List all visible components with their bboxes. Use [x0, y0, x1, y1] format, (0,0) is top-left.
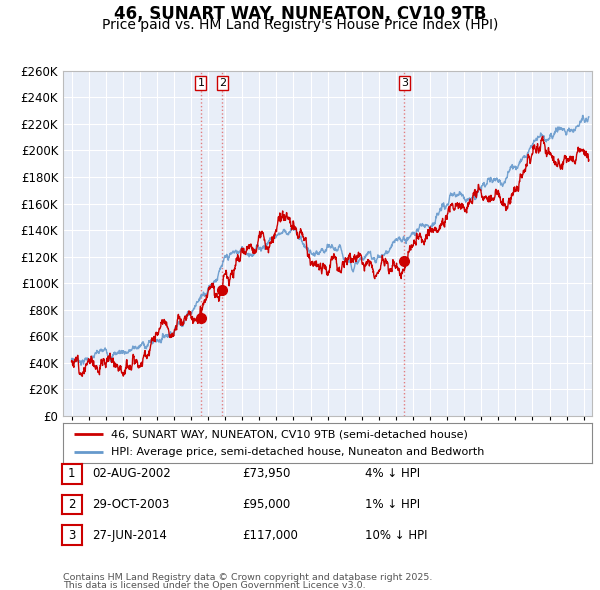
Text: 27-JUN-2014: 27-JUN-2014	[92, 529, 167, 542]
Text: 2: 2	[68, 498, 76, 511]
Text: HPI: Average price, semi-detached house, Nuneaton and Bedworth: HPI: Average price, semi-detached house,…	[110, 447, 484, 457]
Text: 4% ↓ HPI: 4% ↓ HPI	[365, 467, 420, 480]
Text: £117,000: £117,000	[242, 529, 298, 542]
Text: 3: 3	[68, 529, 76, 542]
Text: 29-OCT-2003: 29-OCT-2003	[92, 498, 169, 511]
Text: 1: 1	[197, 78, 205, 88]
Text: Contains HM Land Registry data © Crown copyright and database right 2025.: Contains HM Land Registry data © Crown c…	[63, 572, 433, 582]
Text: 46, SUNART WAY, NUNEATON, CV10 9TB (semi-detached house): 46, SUNART WAY, NUNEATON, CV10 9TB (semi…	[110, 430, 467, 440]
Text: 02-AUG-2002: 02-AUG-2002	[92, 467, 170, 480]
Text: This data is licensed under the Open Government Licence v3.0.: This data is licensed under the Open Gov…	[63, 581, 365, 590]
Text: 3: 3	[401, 78, 408, 88]
Text: Price paid vs. HM Land Registry's House Price Index (HPI): Price paid vs. HM Land Registry's House …	[102, 18, 498, 32]
Text: £95,000: £95,000	[242, 498, 290, 511]
Text: 1: 1	[68, 467, 76, 480]
Text: 1% ↓ HPI: 1% ↓ HPI	[365, 498, 420, 511]
Text: 2: 2	[219, 78, 226, 88]
Text: 46, SUNART WAY, NUNEATON, CV10 9TB: 46, SUNART WAY, NUNEATON, CV10 9TB	[114, 5, 486, 23]
Text: £73,950: £73,950	[242, 467, 290, 480]
Text: 10% ↓ HPI: 10% ↓ HPI	[365, 529, 427, 542]
